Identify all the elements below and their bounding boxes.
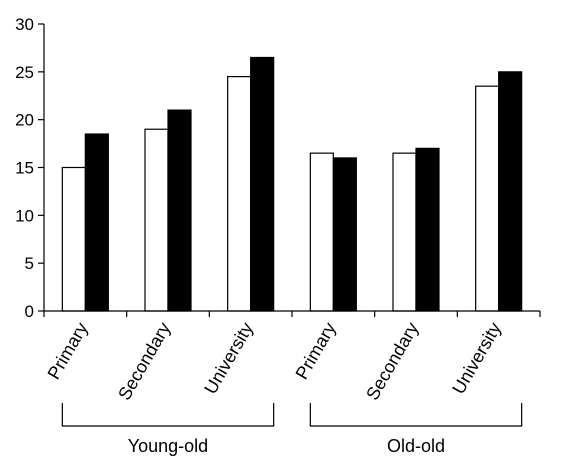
bar-series-1-4 [392, 152, 417, 312]
group-brackets: Young-old Old-old [61, 403, 523, 456]
x-tick-label: University [448, 319, 505, 397]
bar-series-1-3 [309, 152, 334, 312]
group-label: Old-old [387, 436, 445, 456]
y-tick-label: 10 [15, 206, 34, 225]
x-tick-label: Secondary [362, 319, 422, 404]
bars [61, 56, 523, 312]
x-tick-label: University [200, 319, 257, 397]
y-tick-label: 15 [15, 159, 34, 178]
bar-series-1-1 [144, 128, 169, 312]
bar-series-2-0 [84, 133, 109, 312]
bar-series-2-1 [167, 109, 192, 312]
group-bracket [61, 403, 275, 427]
bar-series-1-5 [475, 85, 500, 312]
y-axis: 0 5 10 15 20 25 30 [15, 15, 45, 321]
x-tick-label: Primary [291, 319, 339, 383]
bar-series-2-5 [498, 71, 523, 312]
bar-series-2-3 [332, 157, 357, 312]
bar-series-2-4 [415, 147, 440, 312]
x-tick-label: Secondary [114, 319, 174, 404]
group-label: Young-old [128, 436, 208, 456]
y-tick-label: 5 [25, 254, 34, 273]
x-axis: Primary Secondary University Primary Seconda… [43, 310, 541, 404]
y-tick-label: 25 [15, 63, 34, 82]
y-tick-label: 20 [15, 111, 34, 130]
bar-series-1-0 [61, 166, 86, 312]
group-bracket [309, 403, 523, 427]
bar-series-1-2 [227, 76, 252, 312]
y-tick-label: 30 [15, 15, 34, 34]
bar-series-2-2 [250, 56, 275, 312]
x-tick-label: Primary [43, 319, 91, 383]
y-tick-label: 0 [25, 302, 34, 321]
